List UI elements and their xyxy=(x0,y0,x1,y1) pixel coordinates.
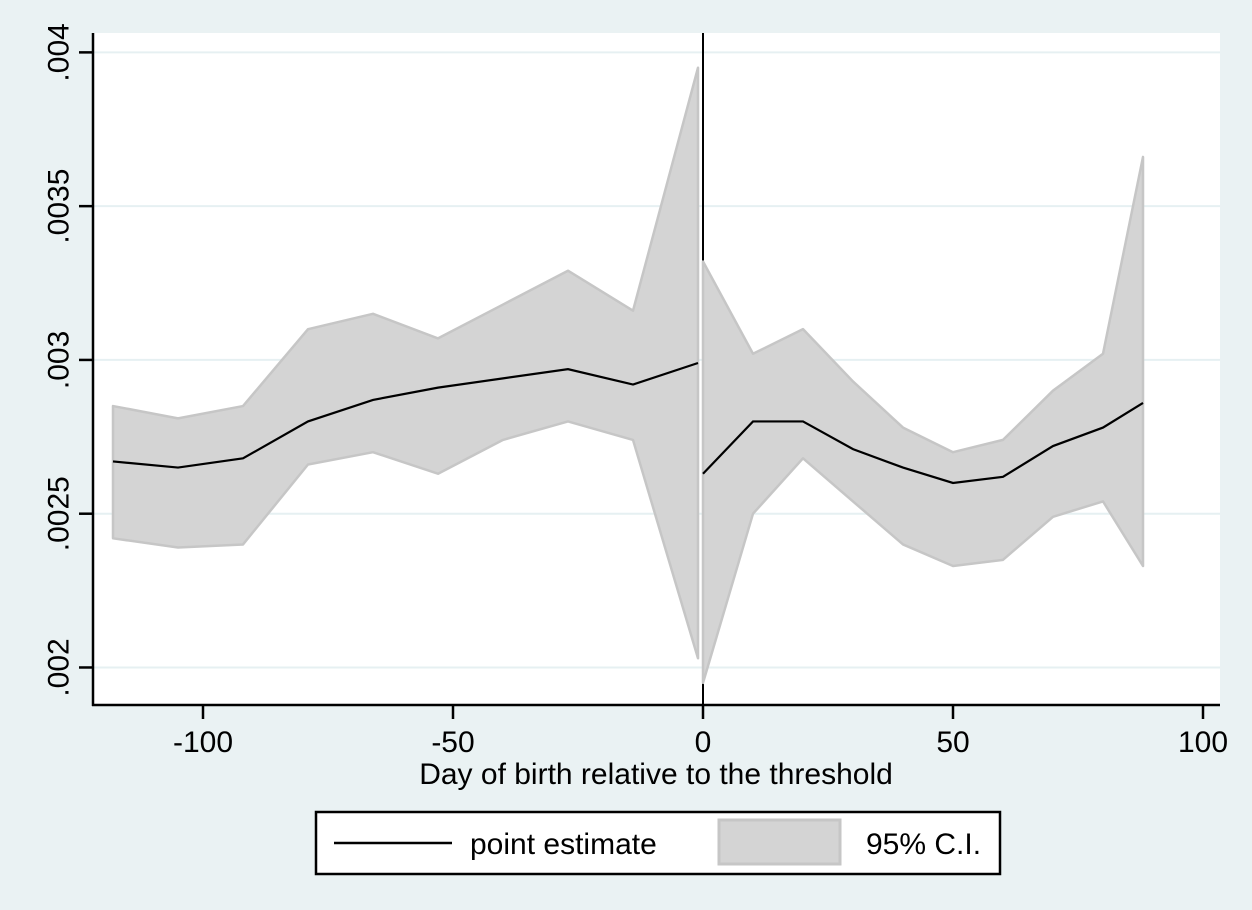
ci-band-segment-1 xyxy=(111,66,700,660)
axes: .002 .0025 .003 .0035 .004 -100 -50 0 50 100 xyxy=(43,23,1229,759)
legend-ci-swatch xyxy=(717,818,842,866)
y-tick-label: .002 xyxy=(43,638,76,696)
y-tick-label: .004 xyxy=(43,23,76,81)
estimate-lines xyxy=(112,361,1144,485)
x-tick-label: 50 xyxy=(936,726,969,759)
y-tick-label: .0025 xyxy=(43,476,76,551)
legend-label-point-estimate: point estimate xyxy=(470,828,657,861)
y-tick-label: .0035 xyxy=(43,169,76,244)
estimate-line-segment-2 xyxy=(702,402,1144,485)
x-tick-label: -50 xyxy=(431,726,474,759)
confidence-bands xyxy=(111,66,1145,685)
y-tick-label: .003 xyxy=(43,331,76,389)
legend: point estimate 95% C.I. xyxy=(314,810,1002,876)
x-tick-label: 100 xyxy=(1178,726,1228,759)
x-tick-label: -100 xyxy=(173,726,233,759)
ci-band-segment-2 xyxy=(701,155,1145,685)
estimate-line-segment-1 xyxy=(112,361,699,469)
x-axis-title: Day of birth relative to the threshold xyxy=(419,758,893,791)
legend-label-ci: 95% C.I. xyxy=(866,828,981,861)
x-tick-label: 0 xyxy=(695,726,712,759)
